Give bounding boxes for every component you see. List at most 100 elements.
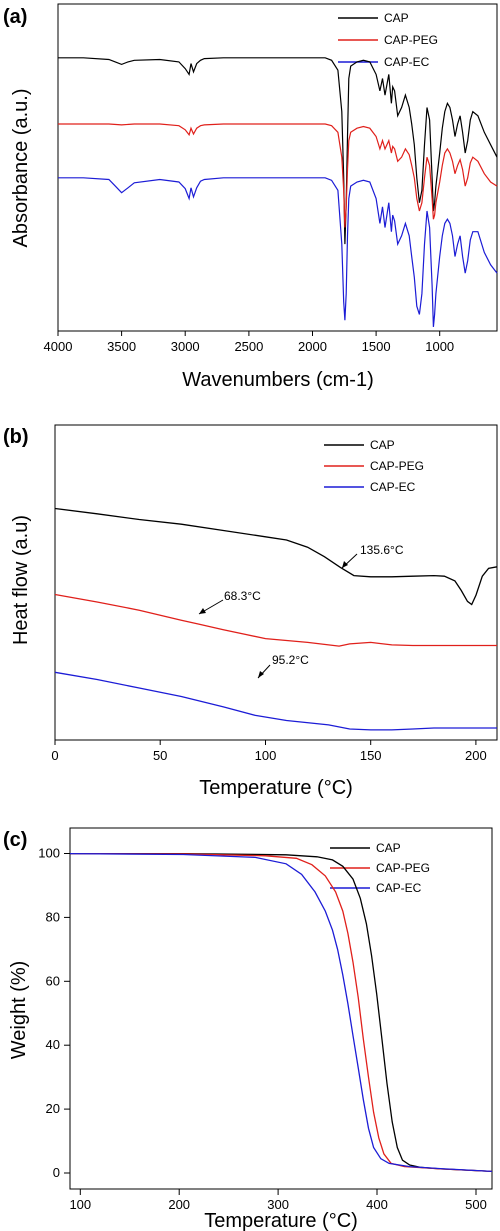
y-tick: 100: [38, 846, 70, 861]
x-ticks: 100 200 300 400 500: [69, 1189, 487, 1212]
x-tick: 0: [51, 740, 59, 763]
x-ticks: 0 50 100 150 200: [51, 740, 487, 763]
legend: CAP CAP-PEG CAP-EC: [338, 11, 438, 69]
x-tick-label: 3500: [107, 339, 136, 354]
y-tick: 80: [46, 909, 70, 924]
panel-b: (b) 0 50 100 150 200 Tempe: [3, 424, 498, 799]
x-tick-label: 2500: [234, 339, 263, 354]
y-tick-label: 100: [38, 846, 60, 861]
x-tick: 50: [153, 740, 167, 763]
legend: CAP CAP-PEG CAP-EC: [330, 841, 430, 895]
series-lines: [58, 57, 498, 327]
series-line-cap-peg: [58, 123, 498, 228]
y-ticks: 0 20 40 60 80 100: [38, 846, 70, 1180]
x-tick: 3500: [107, 331, 136, 354]
series-line-cap: [54, 507, 498, 606]
panel-c: (c) 0 20 40 60 80: [3, 827, 493, 1231]
y-tick-label: 80: [46, 909, 60, 924]
y-tick: 40: [46, 1037, 70, 1052]
x-tick-label: 2000: [298, 339, 327, 354]
x-tick: 100: [255, 740, 276, 763]
arrow-head: [258, 671, 264, 678]
legend-label: CAP: [376, 841, 401, 855]
y-tick: 60: [46, 973, 70, 988]
annotation-cap-tg: 135.6°C: [341, 543, 404, 569]
y-tick-label: 0: [53, 1165, 60, 1180]
annotation-label: 95.2°C: [272, 653, 309, 667]
x-axis-title: Temperature (°C): [204, 1210, 358, 1231]
series-line-cap-ec: [58, 177, 498, 327]
x-ticks: 4000 3500 3000 2500 2000 1500: [44, 331, 454, 354]
legend-item: CAP-PEG: [324, 459, 424, 473]
series-line-cap-ec: [69, 852, 493, 1173]
series-lines: [69, 852, 493, 1173]
x-tick-label: 400: [366, 1197, 388, 1212]
legend-label: CAP-PEG: [376, 861, 430, 875]
x-tick-label: 1500: [362, 339, 391, 354]
x-tick-label: 4000: [44, 339, 73, 354]
plot-frame: [57, 3, 498, 332]
annotations: 135.6°C 68.3°C 95.2°C: [198, 543, 404, 679]
x-tick: 3000: [171, 331, 200, 354]
series-line-cap-peg: [69, 852, 493, 1173]
panel-a: (a) 4000 3500 3000 2500 2000: [3, 3, 498, 391]
x-tick: 1500: [362, 331, 391, 354]
legend-label: CAP: [384, 11, 409, 25]
y-tick-label: 20: [46, 1101, 60, 1116]
legend-label: CAP-EC: [376, 881, 422, 895]
x-tick-label: 150: [360, 748, 382, 763]
panel-label: (b): [3, 426, 29, 448]
legend-item: CAP-EC: [330, 881, 422, 895]
y-tick: 20: [46, 1101, 70, 1116]
y-axis-title: Heat flow (a.u): [10, 515, 32, 645]
x-tick-label: 3000: [171, 339, 200, 354]
legend: CAP CAP-PEG CAP-EC: [324, 438, 424, 494]
legend-item: CAP: [324, 438, 395, 452]
series-line-cap: [58, 57, 498, 245]
legend-item: CAP: [330, 841, 401, 855]
x-tick-label: 100: [69, 1197, 91, 1212]
x-tick: 200: [465, 740, 487, 763]
arrow-head: [342, 561, 348, 568]
x-tick: 100: [69, 1189, 91, 1212]
legend-item: CAP-PEG: [330, 861, 430, 875]
x-tick-label: 1000: [425, 339, 454, 354]
legend-item: CAP-PEG: [338, 33, 438, 47]
plot-frame: [54, 424, 498, 741]
y-tick-label: 60: [46, 973, 60, 988]
y-axis-title: Absorbance (a.u.): [10, 89, 32, 248]
x-tick: 500: [465, 1189, 487, 1212]
arrow-head: [199, 608, 206, 614]
x-tick-label: 0: [51, 748, 58, 763]
legend-label: CAP-EC: [370, 480, 416, 494]
x-tick-label: 50: [153, 748, 167, 763]
x-tick: 400: [366, 1189, 388, 1212]
panel-label: (c): [3, 829, 27, 851]
x-tick-label: 200: [168, 1197, 190, 1212]
x-tick: 1000: [425, 331, 454, 354]
series-line-cap-ec: [54, 671, 497, 731]
legend-item: CAP-EC: [324, 480, 416, 494]
annotation-label: 68.3°C: [224, 589, 261, 603]
y-tick-label: 40: [46, 1037, 60, 1052]
x-axis-title: Wavenumbers (cm-1): [182, 369, 374, 391]
x-tick: 4000: [44, 331, 73, 354]
legend-item: CAP-EC: [338, 55, 430, 69]
legend-item: CAP: [338, 11, 409, 25]
x-axis-title: Temperature (°C): [199, 777, 353, 799]
y-tick: 0: [53, 1165, 70, 1180]
annotation-cap-peg-tg: 68.3°C: [198, 589, 261, 615]
series-line-cap: [70, 852, 493, 1173]
x-tick-label: 200: [465, 748, 487, 763]
x-tick-label: 300: [267, 1197, 289, 1212]
y-axis-title: Weight (%): [8, 961, 30, 1060]
x-tick: 150: [360, 740, 382, 763]
x-tick: 300: [267, 1189, 289, 1212]
x-tick: 2500: [234, 331, 263, 354]
annotation-cap-ec-tg: 95.2°C: [257, 653, 309, 679]
annotation-label: 135.6°C: [360, 543, 404, 557]
legend-label: CAP-EC: [384, 55, 430, 69]
legend-label: CAP: [370, 438, 395, 452]
legend-label: CAP-PEG: [384, 33, 438, 47]
